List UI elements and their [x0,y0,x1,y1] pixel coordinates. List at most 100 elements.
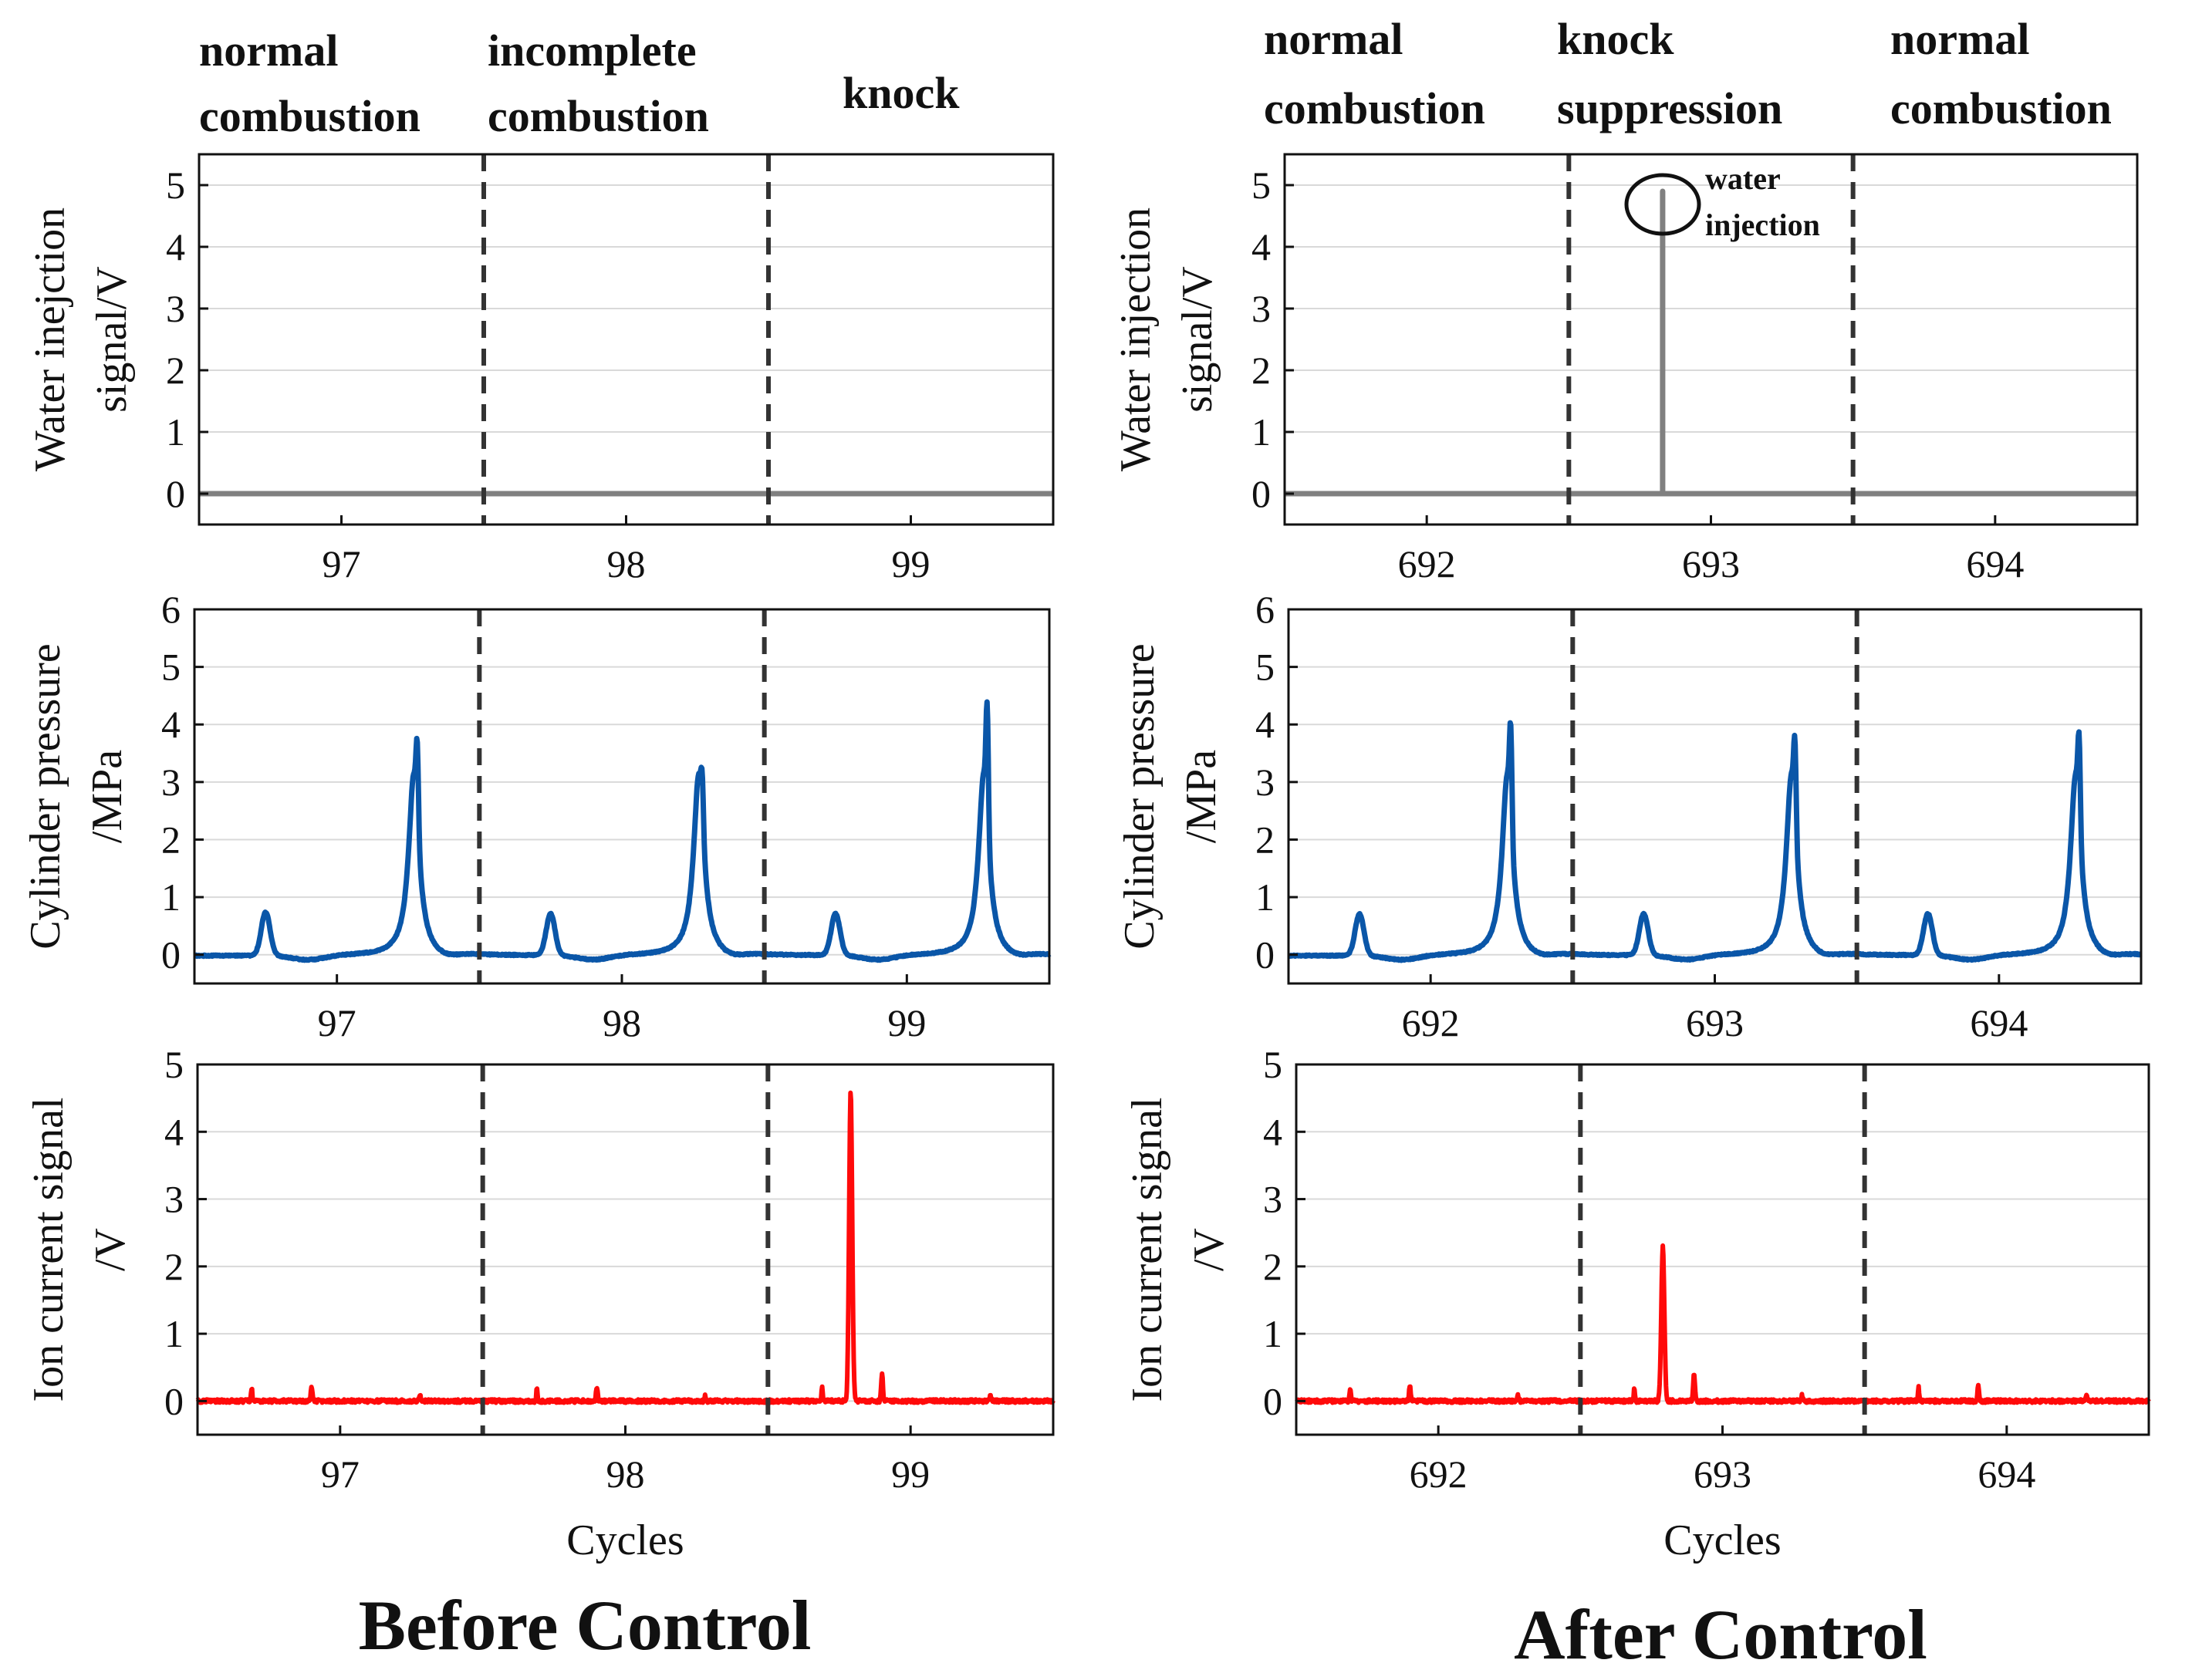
y-tick-label-4: 4 [1255,703,1275,746]
y-tick-label-3: 3 [166,287,185,330]
y-tick-label-4: 4 [166,225,185,268]
y-tick-label-5: 5 [164,1043,184,1086]
x-tick-label-2: 99 [891,1452,930,1496]
phase-label-left-3-line2: knock [843,68,960,118]
ion-series-line [195,1090,1055,1405]
y-axis-label-line1: Water inejction [26,207,74,471]
x-tick-label-1: 693 [1682,542,1740,585]
y-tick-label-4: 4 [1263,1110,1282,1153]
y-tick-label-0: 0 [161,933,181,977]
water-injection-label-line1: water [1705,161,1781,196]
pressure-series-line [1286,720,2143,963]
phase-label-right-3-line1: normal [1890,14,2029,64]
x-axis-label: Cycles [1663,1516,1781,1564]
panel-after-water: 0 1 2 3 4 5 692 693 694 Water injection signal/V [1112,153,2139,585]
x-tick-label-2: 694 [1970,1001,2028,1044]
plot-frame [1287,608,2143,985]
x-tick-label-1: 98 [606,1452,645,1496]
y-tick-label-1: 1 [164,1312,184,1355]
y-tick-label-3: 3 [1251,287,1271,330]
y-axis-label-line2: /MPa [83,750,131,843]
y-axis-label-line1: Water injection [1112,207,1160,471]
x-tick-label-1: 98 [603,1001,641,1044]
y-tick-label-0: 0 [1263,1379,1282,1422]
x-tick-label-0: 97 [321,1452,360,1496]
phase-label-right-2-line2: suppression [1557,83,1782,133]
y-tick-label-5: 5 [1263,1043,1282,1086]
y-tick-label-1: 1 [1263,1312,1282,1355]
water-series-line [1285,188,2137,497]
y-tick-label-2: 2 [164,1245,184,1288]
y-axis-label-line1: Cylinder pressure [22,643,69,950]
x-tick-label-2: 694 [1966,542,2024,585]
x-tick-label-1: 98 [607,542,646,585]
y-tick-label-3: 3 [164,1178,184,1221]
y-tick-label-2: 2 [161,818,181,861]
y-tick-label-0: 0 [166,472,185,515]
pressure-series-line [192,699,1052,963]
plot-frame [198,153,1055,526]
water-injection-marker [1624,173,1701,236]
caption-before-control: Before Control [359,1586,812,1665]
plot-frame [1295,1063,2150,1436]
y-tick-label-5: 5 [166,164,185,207]
x-tick-label-1: 693 [1686,1001,1744,1044]
y-tick-label-4: 4 [164,1110,184,1153]
x-tick-label-0: 692 [1410,1452,1468,1496]
y-axis-label-line2: /V [86,1228,134,1271]
y-tick-label-6: 6 [161,588,181,631]
y-tick-label-3: 3 [1263,1178,1282,1221]
y-tick-label-5: 5 [1255,646,1275,689]
y-tick-label-2: 2 [1251,349,1271,392]
y-tick-label-0: 0 [1255,933,1275,977]
x-tick-label-0: 97 [318,1001,356,1044]
y-tick-label-3: 3 [161,761,181,804]
y-axis-label-line2: /V [1185,1228,1233,1271]
y-axis-label-line2: signal/V [88,266,136,413]
phase-label-left-1-line2: combustion [199,91,420,141]
y-axis-label-line1: Ion current signal [1123,1098,1171,1402]
water-injection-label-line2: injection [1705,207,1820,242]
x-tick-label-1: 693 [1694,1452,1751,1496]
x-axis-label: Cycles [566,1516,684,1564]
panel-after-pressure: 0 1 2 3 4 5 6 692 693 694 Cylinder pressure/MPa [1116,588,2143,1044]
y-tick-label-6: 6 [1255,588,1275,631]
y-tick-label-1: 1 [161,875,181,919]
ion-series-line [1294,1243,2151,1405]
panel-before-pressure: 0 1 2 3 4 5 6 97 98 99 Cylinder pressure/MPa [22,588,1052,1044]
y-tick-label-3: 3 [1255,761,1275,804]
x-tick-label-0: 692 [1402,1001,1460,1044]
panel-before-ion: 0 1 2 3 4 5 97 98 99 Ion current signal/V Cycles [25,1043,1055,1564]
y-axis-label-line2: /MPa [1177,750,1225,843]
y-tick-label-5: 5 [1251,164,1271,207]
plot-frame [196,1063,1055,1436]
y-tick-label-4: 4 [1251,225,1271,268]
panel-after-ion: 0 1 2 3 4 5 692 693 694 Ion current signal/V Cycle… [1123,1043,2151,1564]
phase-label-right-2-line1: knock [1557,14,1674,64]
panel-before-water: 0 1 2 3 4 5 97 98 99 Water inejction signal/V [26,153,1055,585]
y-tick-label-0: 0 [164,1379,184,1422]
phase-label-left-1-line1: normal [199,25,338,76]
y-axis-label-line2: signal/V [1174,266,1221,413]
x-tick-label-0: 692 [1398,542,1456,585]
x-tick-label-0: 97 [323,542,361,585]
x-tick-label-2: 694 [1978,1452,2035,1496]
plot-frame [193,608,1051,985]
y-tick-label-1: 1 [1255,875,1275,919]
x-tick-label-2: 99 [892,542,931,585]
y-tick-label-2: 2 [1255,818,1275,861]
phase-label-right-1-line2: combustion [1264,83,1485,133]
y-tick-label-1: 1 [166,410,185,454]
phase-label-left-2-line1: incomplete [488,25,697,76]
phase-label-left-2-line2: combustion [488,91,709,141]
y-tick-label-5: 5 [161,646,181,689]
y-axis-label-line1: Ion current signal [25,1098,73,1402]
caption-after-control: After Control [1514,1595,1927,1674]
y-tick-label-4: 4 [161,703,181,746]
y-tick-label-2: 2 [166,349,185,392]
y-axis-label-line1: Cylinder pressure [1116,643,1164,950]
y-tick-label-1: 1 [1251,410,1271,454]
y-tick-label-0: 0 [1251,472,1271,515]
phase-label-right-3-line2: combustion [1890,83,2112,133]
